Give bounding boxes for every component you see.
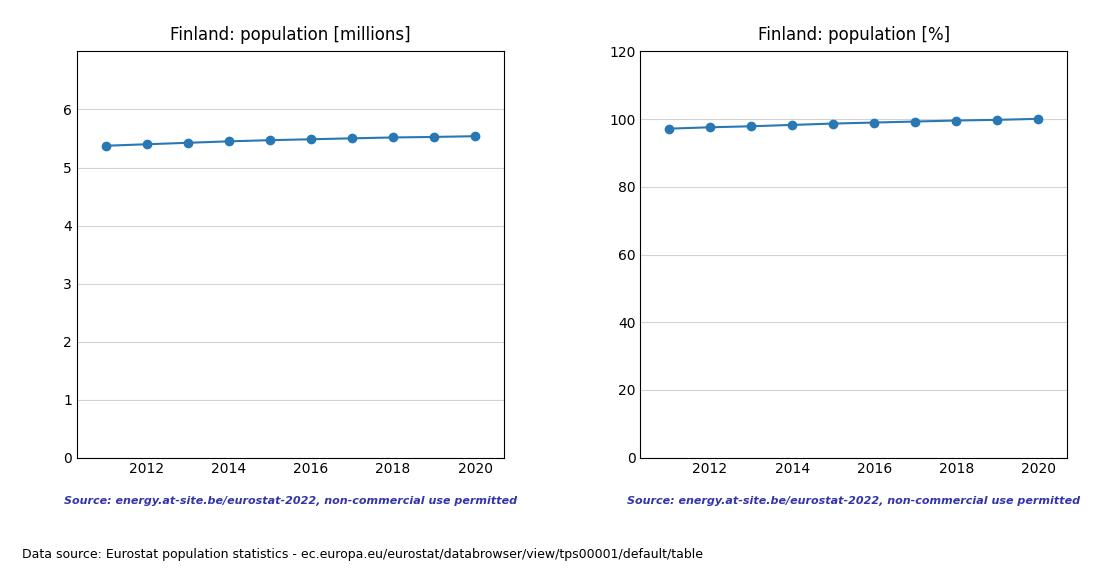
Text: Source: energy.at-site.be/eurostat-2022, non-commercial use permitted: Source: energy.at-site.be/eurostat-2022,… — [64, 496, 517, 506]
Text: Source: energy.at-site.be/eurostat-2022, non-commercial use permitted: Source: energy.at-site.be/eurostat-2022,… — [627, 496, 1080, 506]
Title: Finland: population [%]: Finland: population [%] — [758, 26, 949, 45]
Title: Finland: population [millions]: Finland: population [millions] — [170, 26, 410, 45]
Text: Data source: Eurostat population statistics - ec.europa.eu/eurostat/databrowser/: Data source: Eurostat population statist… — [22, 547, 703, 561]
